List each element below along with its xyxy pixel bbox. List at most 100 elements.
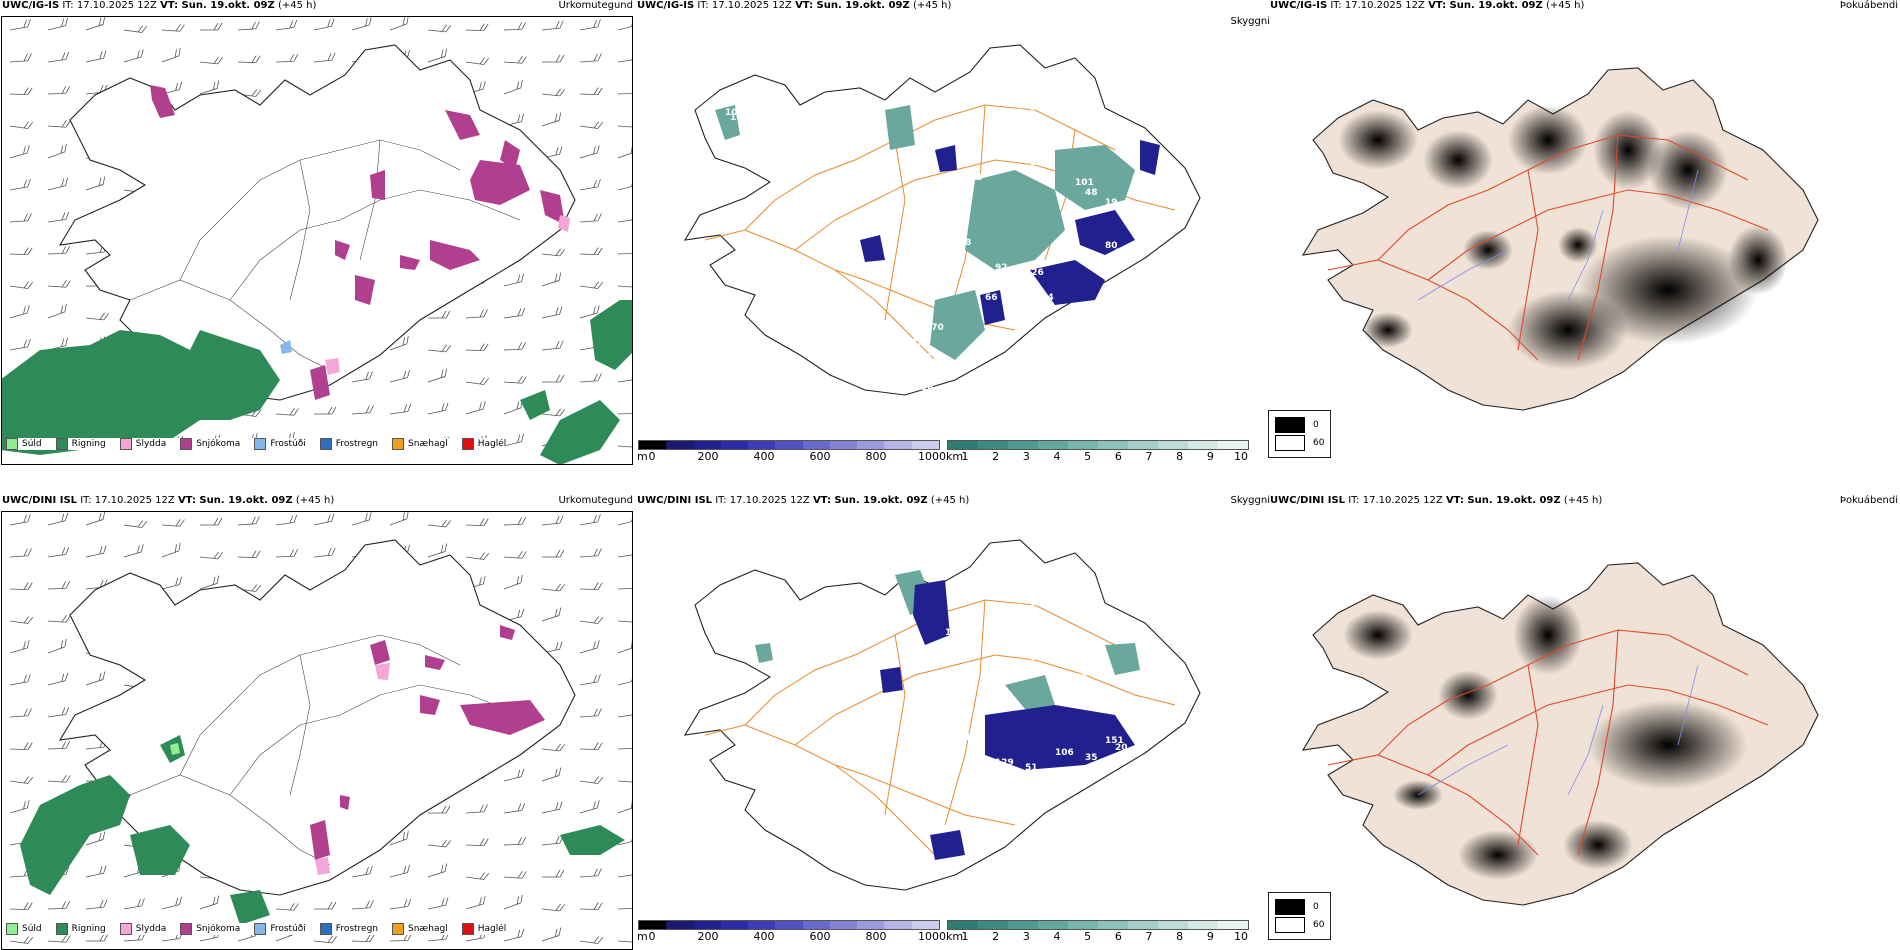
cloud-base-label: 142 (1035, 128, 1054, 138)
wind-barb (47, 143, 67, 159)
colorbar-tick: 1 (961, 930, 969, 943)
wind-barb (617, 177, 632, 191)
iceland-outline (683, 539, 1201, 891)
legend-item: Frostúði (254, 438, 306, 450)
colorbar-tick: 400 (753, 450, 775, 463)
wind-barb (503, 342, 527, 351)
wind-barb (85, 831, 106, 846)
cloud-base-label: 80 (1105, 241, 1118, 251)
wind-barb (617, 672, 632, 686)
fog-legend: 0 60 (1268, 410, 1332, 458)
wind-barb (465, 552, 490, 560)
ceiling-blue (860, 140, 1160, 325)
cloud-base-label: 12 (1035, 788, 1048, 798)
wind-barb (579, 373, 602, 383)
legend-swatch (461, 923, 474, 935)
wind-barb (617, 741, 632, 750)
wind-barb (465, 23, 489, 32)
legend-label: Rigning (71, 924, 106, 934)
colorbar-tick: 200 (697, 930, 719, 943)
wind-barb (47, 512, 69, 526)
visibility-map: 12 99 109 159 185 8 63 70 81 118 85 125 129 51 106 35 15… (683, 539, 1201, 891)
legend-swatch (319, 438, 332, 450)
colorbar-tick: 3 (1022, 450, 1030, 463)
wind-barb (503, 802, 526, 814)
wind-barb (351, 371, 373, 383)
cloud-base-label: 134 (1035, 293, 1054, 303)
wind-barb (9, 936, 34, 944)
snow-areas (310, 625, 545, 860)
wind-barb (617, 546, 632, 558)
wind-barb (85, 176, 106, 191)
wind-barb (47, 672, 69, 686)
wind-barb (579, 936, 604, 944)
roads-lines (129, 139, 521, 371)
legend-item: Snæhagl (392, 923, 448, 935)
wind-barb (47, 706, 70, 718)
wind-barb (579, 800, 600, 814)
wind-barb (9, 548, 32, 558)
wind-barb (617, 440, 632, 448)
wind-barb (617, 51, 632, 63)
wind-barb (617, 17, 632, 31)
cloud-base-label: 97 (935, 243, 948, 253)
wind-barb (579, 145, 600, 159)
wind-barb (9, 776, 34, 784)
panel-header: UWC/IG-IS IT: 17.10.2025 12Z VT: Sun. 19… (1270, 0, 1585, 11)
colorbar-tick: 1000 (918, 450, 946, 463)
cloud-base-label: 21 (885, 323, 898, 333)
wind-barb (389, 898, 412, 910)
fog-swatch (1275, 435, 1305, 451)
wind-barb (465, 838, 489, 847)
legend-swatch (6, 923, 18, 935)
wind-barb (47, 901, 71, 910)
legend-label: Snæhagl (408, 924, 448, 934)
ceiling-colorbar: m 0 200 400 600 800 1000 (637, 920, 946, 944)
wind-barb (541, 248, 565, 257)
wind-barb (465, 377, 490, 385)
wind-barb (503, 837, 527, 846)
wind-barb (541, 340, 564, 351)
wind-barb (9, 305, 30, 319)
wind-barb (351, 900, 374, 910)
legend-label: Slydda (135, 439, 167, 449)
wind-barb (85, 899, 108, 910)
wind-barb (275, 54, 299, 63)
wind-barb (47, 303, 67, 319)
wind-barb (617, 581, 632, 590)
wind-barb (161, 542, 181, 558)
legend-item: Frostregn (319, 438, 379, 450)
road-network (1327, 629, 1769, 856)
wind-barb (617, 706, 632, 718)
wind-barb (313, 52, 336, 63)
panel-header: UWC/IG-IS IT: 17.10.2025 12Z VT: Sun. 19… (2, 0, 317, 11)
wind-barb (617, 832, 632, 846)
cloud-base-label: 35 (1085, 753, 1098, 763)
wind-barb (579, 53, 602, 63)
colorbar-tick: 1000 (918, 930, 946, 943)
wind-barb (579, 213, 602, 223)
legend-label: Súld (22, 924, 42, 934)
wind-barb (579, 514, 601, 526)
wind-barb (503, 768, 525, 782)
legend-label: Frostregn (335, 439, 379, 449)
wind-barb (503, 551, 527, 559)
cloud-base-label: 121 (1030, 158, 1049, 168)
fog-legend-row: 60 (1275, 435, 1324, 451)
wind-barb (579, 87, 603, 96)
colorbar-tick: 400 (753, 930, 775, 943)
fog-legend-label: 0 (1313, 420, 1319, 430)
wind-barb (579, 281, 604, 289)
wind-barb (9, 640, 30, 654)
wind-barb (427, 344, 451, 353)
wind-barb (389, 17, 409, 31)
wind-barb (47, 51, 70, 63)
cloud-base-label: 66 (985, 293, 998, 303)
cloud-base-label: 109 (1005, 603, 1024, 613)
wind-barb (465, 57, 490, 65)
wind-barb (542, 54, 565, 63)
wind-barb (313, 18, 335, 31)
legend-label: Snæhagl (408, 439, 448, 449)
precip-map (9, 512, 632, 944)
cloud-base-label: 76 (1085, 258, 1098, 268)
